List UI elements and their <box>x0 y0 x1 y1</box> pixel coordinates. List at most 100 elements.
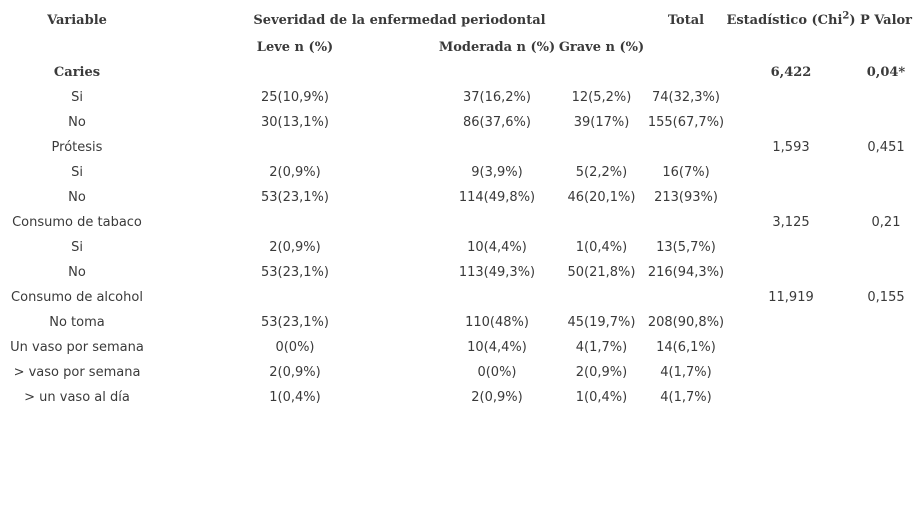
cell-leve: 53(23,1%) <box>261 315 329 330</box>
cell-leve: 2(0,9%) <box>269 365 321 380</box>
table-row: > vaso por semana 2(0,9%) 0(0%) 2(0,9%) … <box>1 360 916 385</box>
cell-leve: 53(23,1%) <box>261 190 329 205</box>
cell-p-value <box>856 110 916 135</box>
header-total: Total <box>667 12 705 28</box>
cell-p-value <box>856 260 916 285</box>
header-statistic: Estadístico (Chi2) <box>726 6 856 34</box>
cell-p-value <box>856 160 916 185</box>
table-row: No 53(23,1%) 113(49,3%) 50(21,8%) 216(94… <box>1 260 916 285</box>
table-row: Si 2(0,9%) 10(4,4%) 1(0,4%) 13(5,7%) <box>1 235 916 260</box>
cell-variable: Consumo de tabaco <box>12 215 142 230</box>
cell-variable: > vaso por semana <box>13 365 141 380</box>
cell-moderada: 113(49,3%) <box>458 265 536 280</box>
cell-leve: 0(0%) <box>275 340 315 355</box>
cell-moderada: 86(37,6%) <box>463 115 531 130</box>
header-p-value: P Valor <box>859 12 913 28</box>
cell-leve <box>153 210 437 235</box>
cell-leve: 30(13,1%) <box>261 115 329 130</box>
cell-grave: 5(2,2%) <box>575 165 628 180</box>
cell-variable: Si <box>71 165 83 180</box>
cell-variable: No toma <box>49 315 105 330</box>
cell-variable: Prótesis <box>51 140 103 155</box>
cell-total <box>646 135 726 160</box>
cell-variable: > un vaso al día <box>24 390 130 405</box>
cell-total: 213(93%) <box>654 190 718 205</box>
cell-moderada: 10(4,4%) <box>467 340 527 355</box>
cell-grave <box>557 285 646 310</box>
cell-p-value <box>856 385 916 410</box>
table-header-row-1: Variable Severidad de la enfermedad peri… <box>1 6 916 34</box>
page: { "table": { "header": { "variable": "Va… <box>0 6 920 522</box>
cell-p-value: 0,451 <box>867 140 905 155</box>
cell-moderada: 9(3,9%) <box>471 165 523 180</box>
cell-moderada: 110(48%) <box>465 315 529 330</box>
cell-variable: Un vaso por semana <box>10 340 144 355</box>
cell-statistic: 1,593 <box>772 140 810 155</box>
cell-moderada <box>437 60 557 85</box>
cell-moderada <box>437 285 557 310</box>
cell-total: 4(1,7%) <box>660 365 712 380</box>
cell-moderada <box>437 210 557 235</box>
cell-p-value: 0,155 <box>867 290 905 305</box>
cell-moderada: 114(49,8%) <box>458 190 536 205</box>
cell-statistic: 11,919 <box>768 290 814 305</box>
chi-superscript: 2 <box>842 10 850 22</box>
cell-grave <box>557 60 646 85</box>
table-row: Si 25(10,9%) 37(16,2%) 12(5,2%) 74(32,3%… <box>1 85 916 110</box>
cell-statistic <box>726 160 856 185</box>
header-statistic-suffix: ) <box>849 12 856 28</box>
cell-statistic <box>726 335 856 360</box>
header-moderada: Moderada n (%) <box>438 39 556 55</box>
cell-p-value <box>856 310 916 335</box>
cell-total: 16(7%) <box>662 165 710 180</box>
cell-grave <box>557 135 646 160</box>
cell-total: 216(94,3%) <box>647 265 725 280</box>
cell-statistic <box>726 110 856 135</box>
cell-grave: 1(0,4%) <box>575 240 628 255</box>
cell-total: 13(5,7%) <box>656 240 716 255</box>
header-empty <box>1 34 153 60</box>
header-severity-group: Severidad de la enfermedad periodontal <box>253 12 546 28</box>
cell-leve: 53(23,1%) <box>261 265 329 280</box>
header-empty <box>646 34 726 60</box>
cell-p-value <box>856 360 916 385</box>
table-row-caries: Caries 6,422 0,04* <box>1 60 916 85</box>
cell-moderada <box>437 135 557 160</box>
cell-statistic: 3,125 <box>772 215 810 230</box>
cell-grave: 46(20,1%) <box>567 190 636 205</box>
cell-grave: 39(17%) <box>573 115 630 130</box>
cell-leve <box>153 135 437 160</box>
cell-p-value: 0,21 <box>871 215 901 230</box>
cell-statistic <box>726 85 856 110</box>
cell-leve <box>153 285 437 310</box>
cell-grave: 12(5,2%) <box>571 90 632 105</box>
cell-total: 155(67,7%) <box>647 115 725 130</box>
cell-moderada: 2(0,9%) <box>471 390 523 405</box>
cell-statistic <box>726 310 856 335</box>
cell-statistic <box>726 260 856 285</box>
cell-variable: Si <box>71 90 83 105</box>
table-row-alcohol: Consumo de alcohol 11,919 0,155 <box>1 285 916 310</box>
cell-p-value <box>856 235 916 260</box>
cell-total: 208(90,8%) <box>647 315 725 330</box>
table-row: > un vaso al día 1(0,4%) 2(0,9%) 1(0,4%)… <box>1 385 916 410</box>
cell-variable: No <box>68 190 86 205</box>
cell-variable: Caries <box>53 65 101 80</box>
header-empty <box>856 34 916 60</box>
table-header-row-2: Leve n (%) Moderada n (%) Grave n (%) <box>1 34 916 60</box>
cell-grave: 2(0,9%) <box>575 365 628 380</box>
cell-moderada: 37(16,2%) <box>463 90 531 105</box>
cell-variable: No <box>68 115 86 130</box>
cell-total: 4(1,7%) <box>660 390 712 405</box>
cell-leve: 2(0,9%) <box>269 165 321 180</box>
periodontal-severity-table: Variable Severidad de la enfermedad peri… <box>1 6 916 410</box>
cell-leve: 1(0,4%) <box>269 390 321 405</box>
cell-total <box>646 210 726 235</box>
table-row-tabaco: Consumo de tabaco 3,125 0,21 <box>1 210 916 235</box>
cell-statistic <box>726 185 856 210</box>
cell-grave <box>557 210 646 235</box>
cell-leve: 25(10,9%) <box>261 90 329 105</box>
cell-total: 74(32,3%) <box>652 90 720 105</box>
cell-grave: 1(0,4%) <box>575 390 628 405</box>
cell-statistic <box>726 385 856 410</box>
